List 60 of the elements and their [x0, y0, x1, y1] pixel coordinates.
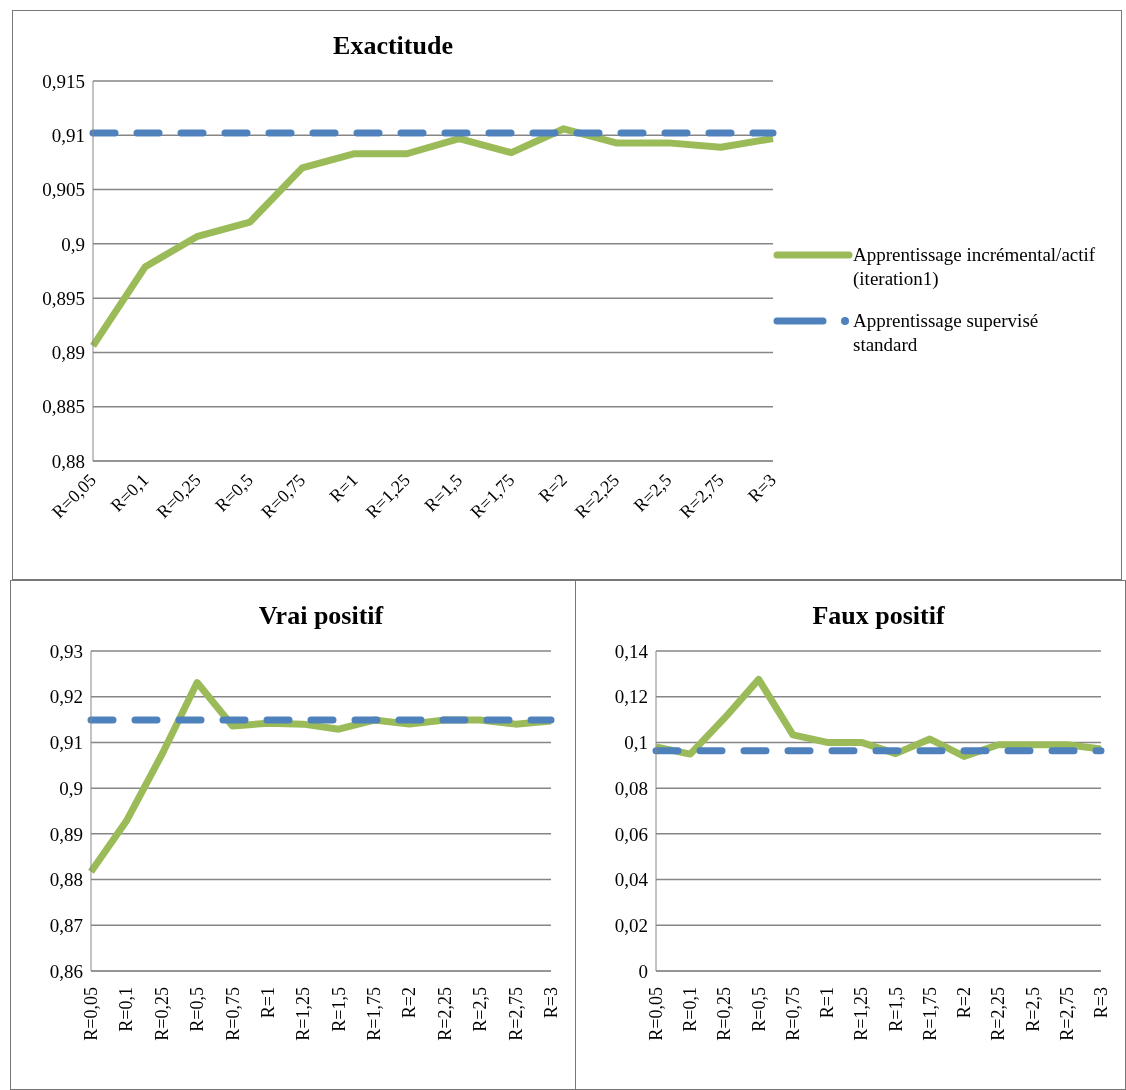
y-tick-label: 0,93	[49, 640, 83, 662]
x-tick-label: R=1,75	[364, 987, 385, 1041]
x-tick-label: R=0,05	[646, 987, 666, 1041]
y-tick-label: 0,06	[614, 823, 648, 845]
x-tick-label: R=0,25	[151, 987, 172, 1041]
x-tick-label: R=2,5	[470, 987, 491, 1032]
y-tick-label: 0,08	[614, 777, 648, 799]
y-tick-label: 0,915	[42, 70, 85, 92]
x-tick-label: R=0,5	[187, 987, 208, 1032]
x-tick-label: R=0,05	[81, 987, 101, 1041]
y-tick-label: 0,91	[51, 125, 85, 147]
x-tick-label: R=2,25	[988, 987, 1009, 1041]
y-tick-label: 0,88	[49, 869, 83, 891]
y-tick-label: 0,86	[49, 960, 83, 982]
x-tick-label: R=0,25	[714, 987, 735, 1041]
x-tick-label: R=2,25	[434, 987, 455, 1041]
x-tick-label: R=2,75	[1056, 987, 1077, 1041]
y-tick-label: 0,9	[61, 233, 85, 255]
chart-title: Exactitude	[332, 30, 454, 61]
y-tick-label: 0,885	[42, 396, 85, 418]
x-tick-label: R=1,75	[919, 987, 940, 1041]
y-tick-label: 0	[638, 960, 648, 982]
y-tick-label: 0,14	[614, 640, 649, 662]
x-tick-label: R=2	[534, 469, 571, 507]
x-tick-label: R=1,25	[293, 987, 314, 1041]
x-tick-label: R=2	[954, 987, 975, 1019]
x-tick-label: R=2,75	[505, 987, 526, 1041]
y-tick-label: 0,1	[624, 732, 648, 754]
y-tick-label: 0,895	[42, 287, 85, 309]
x-tick-label: R=0,1	[680, 987, 701, 1032]
y-tick-label: 0,89	[51, 342, 85, 364]
x-tick-label: R=0,75	[222, 987, 243, 1041]
x-tick-label: R=1	[325, 469, 362, 507]
x-tick-label: R=1,25	[851, 987, 872, 1041]
x-tick-label: R=1	[817, 987, 838, 1019]
x-tick-label: R=2	[399, 987, 420, 1019]
x-tick-label: R=1,5	[328, 987, 349, 1032]
x-tick-label: R=3	[541, 987, 561, 1019]
y-tick-label: 0,89	[49, 823, 83, 845]
x-tick-label: R=1,5	[885, 987, 906, 1032]
y-tick-label: 0,88	[51, 450, 85, 472]
y-tick-label: 0,905	[42, 179, 85, 201]
y-tick-label: 0,87	[49, 915, 83, 937]
x-tick-label: R=3	[743, 469, 781, 507]
x-tick-label: R=1	[257, 987, 278, 1019]
chart-title: Vrai positif	[257, 600, 385, 631]
y-tick-label: 0,9	[59, 777, 83, 799]
legend-label: Apprentissage incrémental/actif (iteration1)	[853, 242, 1097, 291]
x-tick-label: R=0,1	[116, 987, 137, 1032]
chart-title: Faux positif	[811, 600, 946, 631]
x-tick-label: R=0,5	[748, 987, 769, 1032]
x-tick-label: R=3	[1091, 987, 1111, 1019]
x-tick-label: R=2,5	[1022, 987, 1043, 1032]
y-tick-label: 0,92	[49, 686, 83, 708]
legend-label: Apprentissage supervisé standard	[853, 308, 1040, 357]
x-tick-label: R=0,75	[782, 987, 803, 1041]
y-tick-label: 0,91	[49, 732, 83, 754]
y-tick-label: 0,12	[614, 686, 648, 708]
y-tick-label: 0,02	[614, 915, 648, 937]
y-tick-label: 0,04	[614, 869, 649, 891]
